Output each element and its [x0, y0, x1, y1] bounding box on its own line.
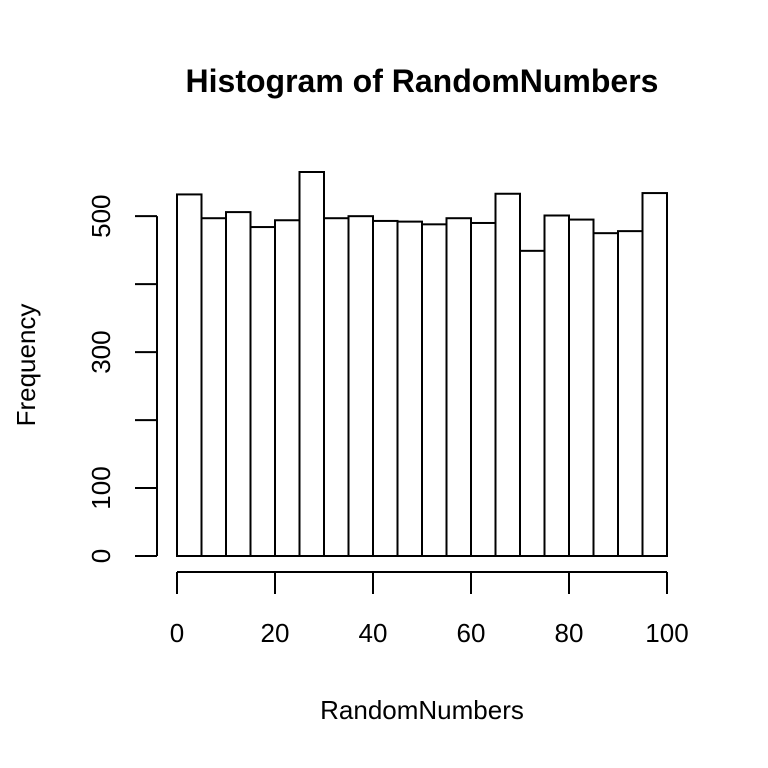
histogram-bar	[347, 215, 374, 557]
x-tick-label: 20	[261, 618, 290, 648]
y-tick-label: 300	[86, 330, 116, 373]
histogram-bar	[225, 211, 252, 557]
histogram-bar	[274, 219, 301, 558]
x-axis-label: RandomNumbers	[320, 695, 524, 725]
histogram-bar	[421, 223, 448, 558]
x-tick-label: 80	[555, 618, 584, 648]
x-tick-label: 40	[359, 618, 388, 648]
histogram-bar	[249, 226, 276, 557]
x-tick-label: 0	[170, 618, 184, 648]
x-tick-label: 60	[457, 618, 486, 648]
bars	[176, 171, 668, 558]
y-axis-label: Frequency	[11, 304, 41, 427]
chart-title: Histogram of RandomNumbers	[186, 63, 659, 99]
histogram-bar	[617, 230, 644, 557]
y-tick-label: 100	[86, 466, 116, 509]
histogram-bar	[176, 193, 203, 557]
y-tick-label: 500	[86, 194, 116, 237]
histogram-bar	[372, 219, 399, 557]
histogram-bar	[641, 192, 668, 557]
histogram-bar	[298, 171, 325, 557]
histogram-bar	[568, 218, 595, 557]
histogram-bar	[445, 217, 472, 557]
y-tick-label: 0	[86, 549, 116, 563]
x-tick-label: 100	[645, 618, 688, 648]
histogram-bar	[519, 249, 546, 558]
y-axis: 0 100 300 500	[86, 194, 158, 563]
histogram-bar	[396, 220, 423, 557]
histogram-bar	[470, 221, 497, 557]
histogram-bar	[592, 232, 619, 557]
histogram-bar	[494, 192, 521, 557]
x-axis: 0 20 40 60 80 100	[170, 571, 689, 648]
histogram-bar	[543, 214, 570, 557]
histogram-bar	[200, 217, 227, 557]
histogram-bar	[323, 217, 350, 557]
